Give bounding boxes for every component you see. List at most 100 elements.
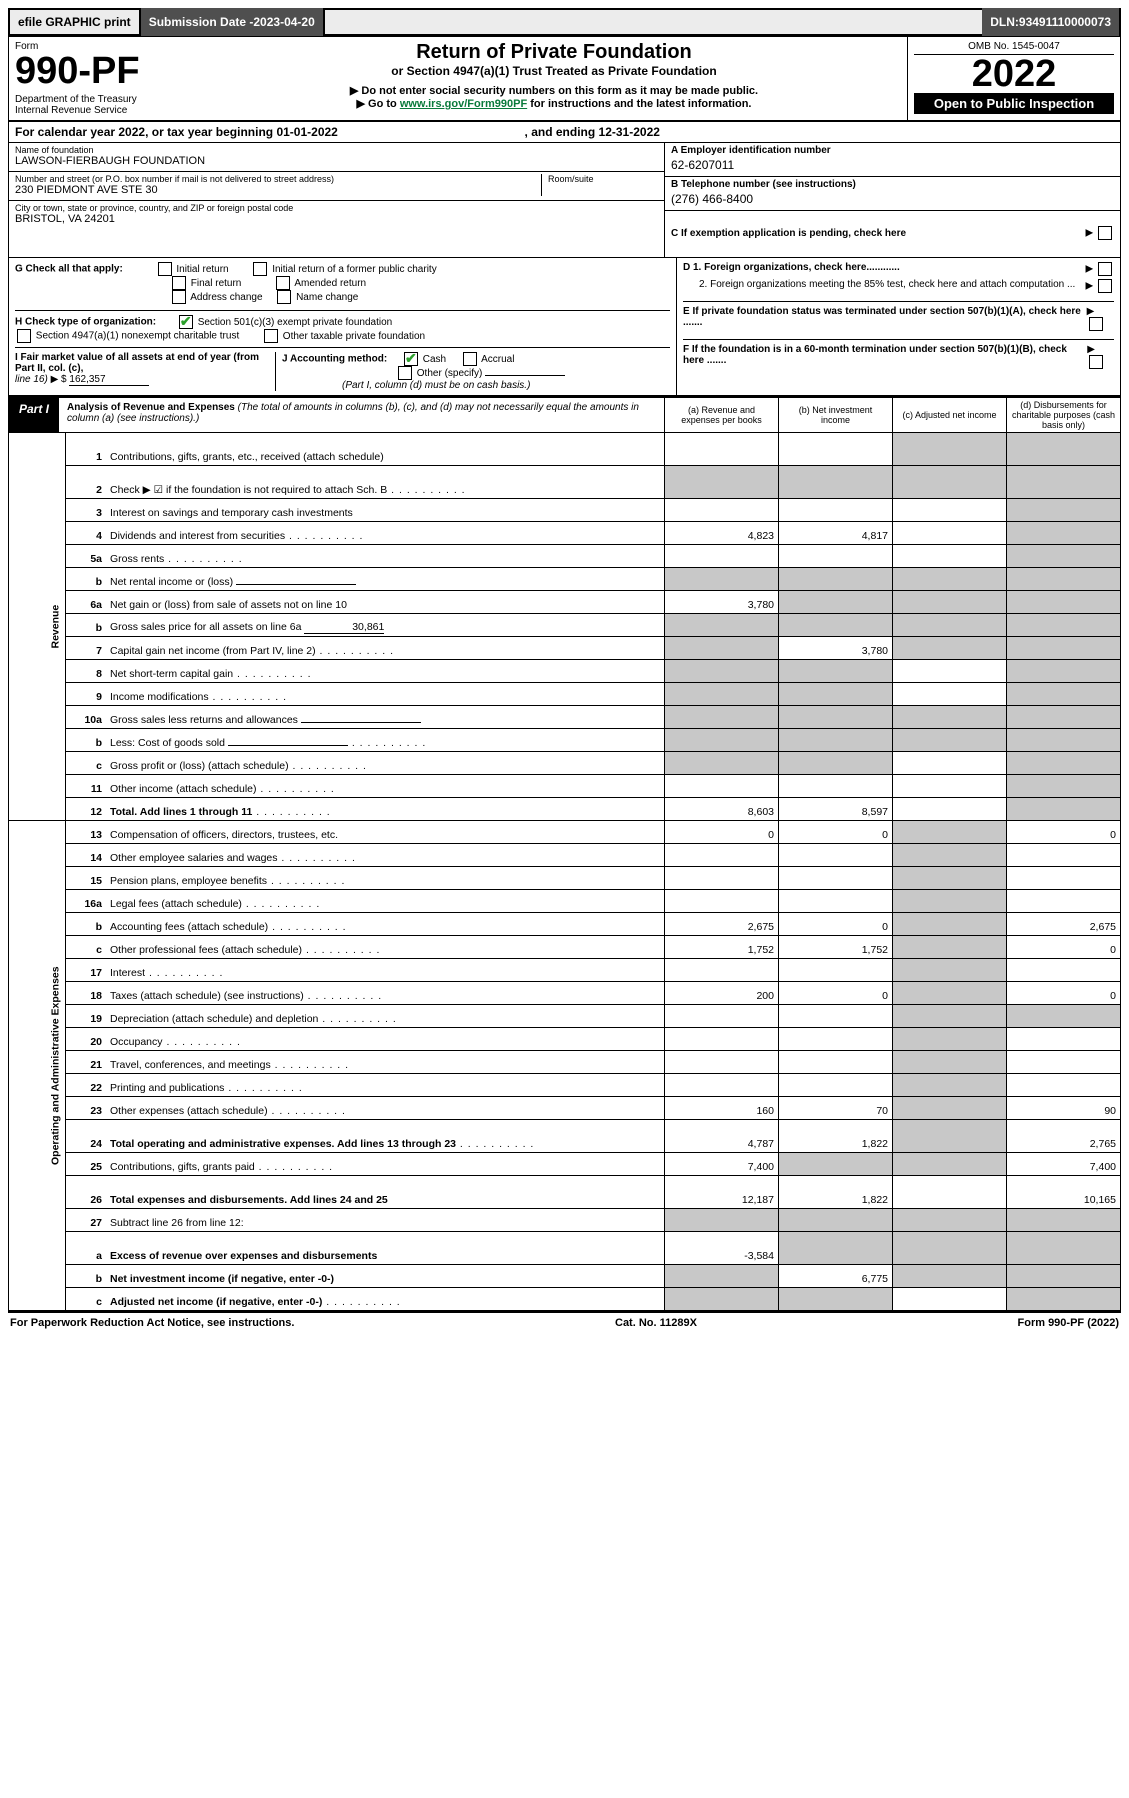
amount-cell <box>1007 433 1121 466</box>
amount-cell <box>779 1288 893 1311</box>
amount-cell <box>893 706 1007 729</box>
4947a1-checkbox[interactable] <box>17 329 31 343</box>
line-number: b <box>66 729 107 752</box>
amount-cell <box>893 1288 1007 1311</box>
amount-cell: 0 <box>1007 821 1121 844</box>
line-number: 12 <box>66 798 107 821</box>
address-change-checkbox[interactable] <box>172 290 186 304</box>
amount-cell: 8,597 <box>779 798 893 821</box>
other-taxable-checkbox[interactable] <box>264 329 278 343</box>
amount-cell <box>1007 591 1121 614</box>
form-number: 990-PF <box>15 52 195 90</box>
amount-cell: 4,787 <box>665 1120 779 1153</box>
amount-cell <box>1007 959 1121 982</box>
amount-cell <box>1007 867 1121 890</box>
amount-cell <box>665 1028 779 1051</box>
accrual-checkbox[interactable] <box>463 352 477 366</box>
amount-cell <box>893 1074 1007 1097</box>
amount-cell <box>1007 1074 1121 1097</box>
cash-checkbox[interactable] <box>404 352 418 366</box>
line-desc: Net investment income (if negative, ente… <box>106 1265 665 1288</box>
amount-cell <box>893 1028 1007 1051</box>
amount-cell <box>665 775 779 798</box>
amount-cell: 4,823 <box>665 522 779 545</box>
amount-cell <box>779 706 893 729</box>
initial-former-checkbox[interactable] <box>253 262 267 276</box>
line-number: 7 <box>66 637 107 660</box>
d1-checkbox[interactable] <box>1098 262 1112 276</box>
ein-value: 62-6207011 <box>671 158 1114 172</box>
amount-cell: -3,584 <box>665 1232 779 1265</box>
other-method-checkbox[interactable] <box>398 366 412 380</box>
amended-return-checkbox[interactable] <box>276 276 290 290</box>
h-label: H Check type of organization: <box>15 317 156 328</box>
amount-cell <box>665 1209 779 1232</box>
amount-cell: 0 <box>1007 936 1121 959</box>
line-number: 21 <box>66 1051 107 1074</box>
revenue-sidelabel: Revenue <box>9 433 66 821</box>
name-change-checkbox[interactable] <box>277 290 291 304</box>
line-desc: Total operating and administrative expen… <box>106 1120 665 1153</box>
subdate-value: 2023-04-20 <box>253 15 314 29</box>
room-label: Room/suite <box>548 174 658 184</box>
amount-cell <box>665 1288 779 1311</box>
g-label: G Check all that apply: <box>15 264 123 275</box>
d1-label: D 1. Foreign organizations, check here..… <box>683 262 900 276</box>
exemption-pending-checkbox[interactable] <box>1098 226 1112 240</box>
d2-checkbox[interactable] <box>1098 279 1112 293</box>
paperwork-notice: For Paperwork Reduction Act Notice, see … <box>10 1317 294 1329</box>
line-number: a <box>66 1232 107 1265</box>
amount-cell: 6,775 <box>779 1265 893 1288</box>
cat-no: Cat. No. 11289X <box>615 1317 697 1329</box>
amount-cell <box>893 867 1007 890</box>
amount-cell <box>665 545 779 568</box>
line-number: 13 <box>66 821 107 844</box>
year-block: OMB No. 1545-0047 2022 Open to Public In… <box>907 37 1120 120</box>
amount-cell <box>1007 729 1121 752</box>
form-number-block: Form 990-PF Department of the Treasury I… <box>9 37 201 120</box>
amount-cell <box>893 729 1007 752</box>
amount-cell <box>1007 637 1121 660</box>
dept-treasury: Department of the Treasury <box>15 94 195 105</box>
amount-cell: 8,603 <box>665 798 779 821</box>
line-desc: Dividends and interest from securities <box>106 522 665 545</box>
irs-link[interactable]: www.irs.gov/Form990PF <box>400 98 527 110</box>
line-desc: Printing and publications <box>106 1074 665 1097</box>
e-checkbox[interactable] <box>1089 317 1103 331</box>
amount-cell <box>893 683 1007 706</box>
line-number: 18 <box>66 982 107 1005</box>
line-number: b <box>66 913 107 936</box>
amount-cell <box>893 1209 1007 1232</box>
amount-cell: 1,752 <box>779 936 893 959</box>
amount-cell <box>665 890 779 913</box>
line-desc: Excess of revenue over expenses and disb… <box>106 1232 665 1265</box>
amount-cell <box>1007 844 1121 867</box>
amount-cell <box>779 959 893 982</box>
amount-cell <box>665 1005 779 1028</box>
final-return-checkbox[interactable] <box>172 276 186 290</box>
col-d-header: (d) Disbursements for charitable purpose… <box>1006 398 1120 432</box>
amount-cell <box>665 660 779 683</box>
amount-cell <box>893 1265 1007 1288</box>
amount-cell <box>893 821 1007 844</box>
line-number: 8 <box>66 660 107 683</box>
amount-cell <box>893 913 1007 936</box>
line-number: 24 <box>66 1120 107 1153</box>
f-checkbox[interactable] <box>1089 355 1103 369</box>
amount-cell: 7,400 <box>665 1153 779 1176</box>
line-desc: Adjusted net income (if negative, enter … <box>106 1288 665 1311</box>
line-number: 16a <box>66 890 107 913</box>
line-number: 10a <box>66 706 107 729</box>
amount-cell: 1,822 <box>779 1120 893 1153</box>
line-desc: Other income (attach schedule) <box>106 775 665 798</box>
line-desc: Contributions, gifts, grants, etc., rece… <box>106 433 665 466</box>
501c3-checkbox[interactable] <box>179 315 193 329</box>
amount-cell <box>665 867 779 890</box>
amount-cell <box>779 890 893 913</box>
amount-cell <box>665 844 779 867</box>
amount-cell <box>665 752 779 775</box>
amount-cell <box>893 1153 1007 1176</box>
amount-cell <box>665 706 779 729</box>
amount-cell <box>893 1051 1007 1074</box>
initial-return-checkbox[interactable] <box>158 262 172 276</box>
